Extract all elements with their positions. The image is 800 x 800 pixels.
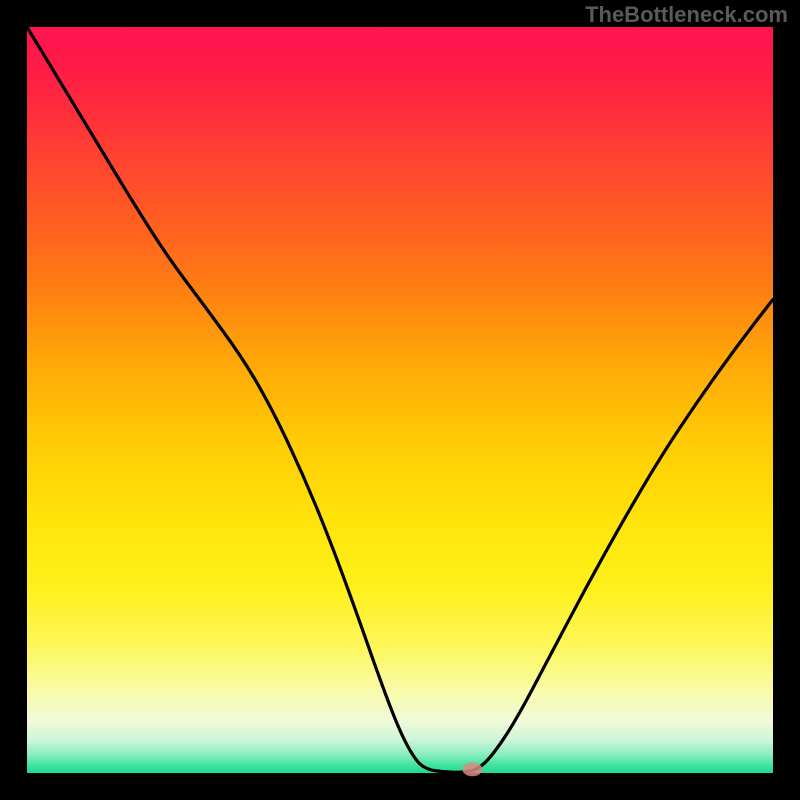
chart-plot-background [27,27,773,773]
watermark-text: TheBottleneck.com [585,2,788,28]
bottleneck-chart [0,0,800,800]
optimal-point-marker [462,762,482,776]
